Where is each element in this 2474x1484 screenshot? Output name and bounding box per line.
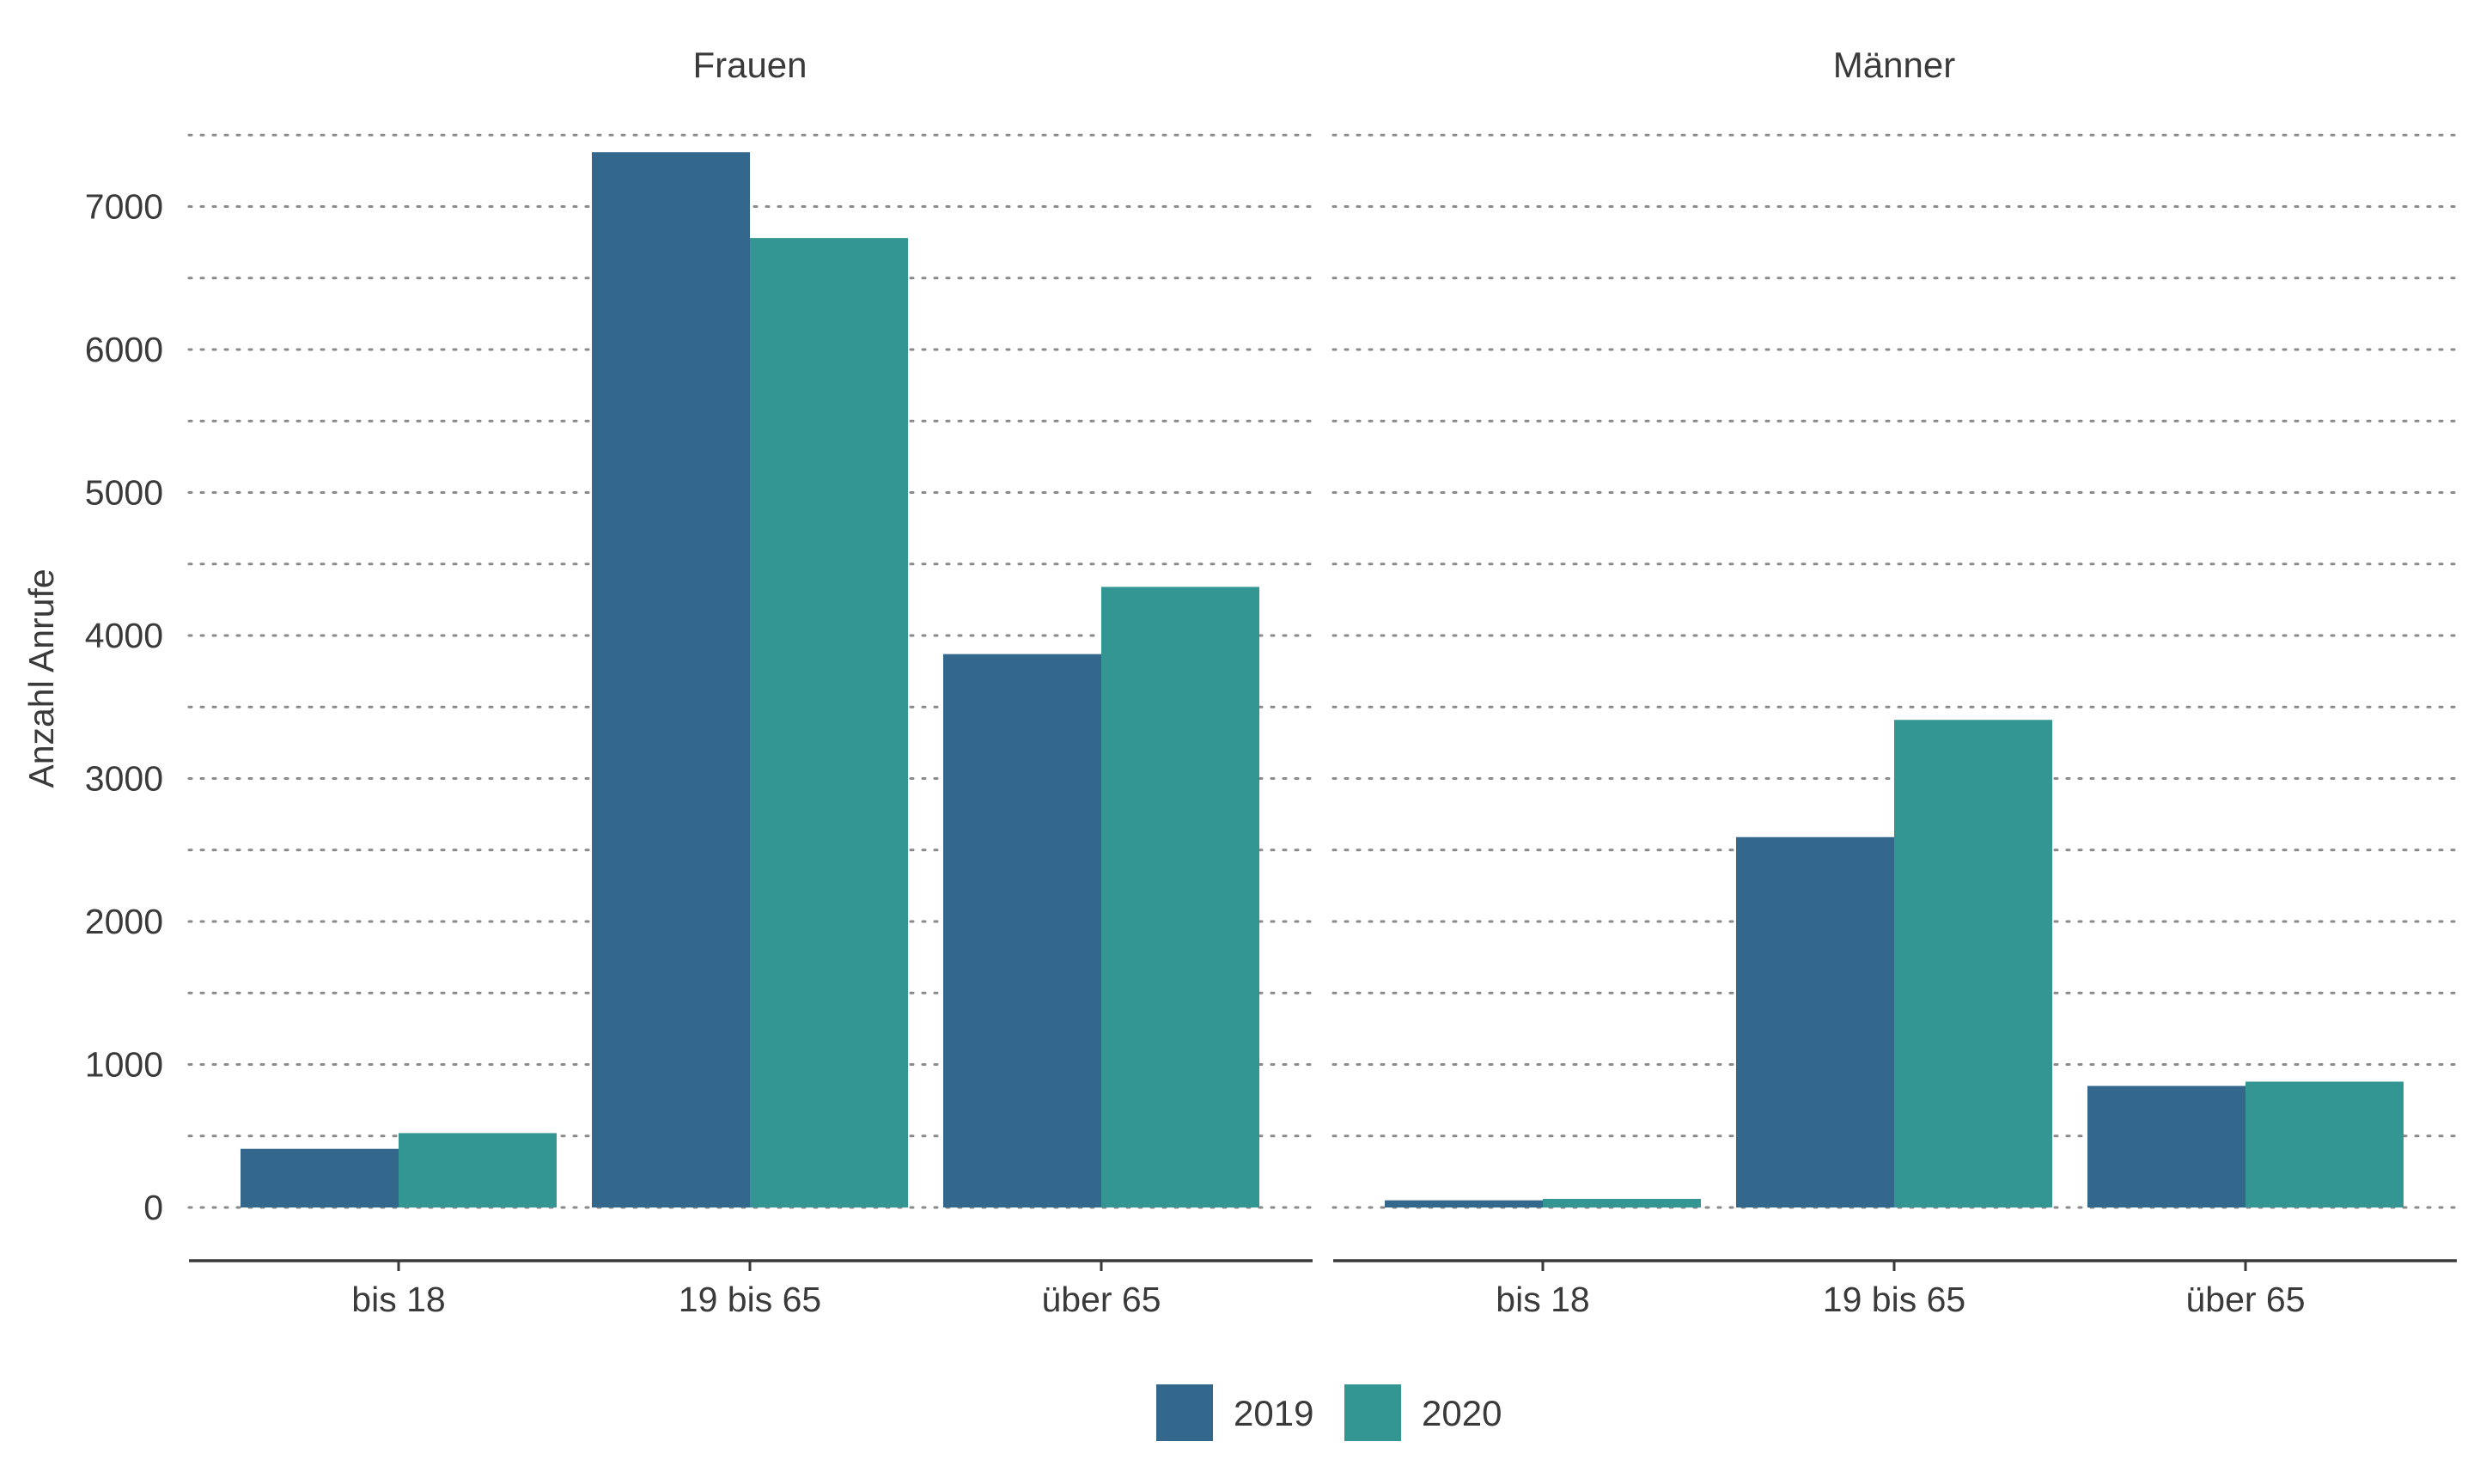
legend-swatch-2020 bbox=[1344, 1384, 1401, 1441]
y-tick-label: 4000 bbox=[85, 616, 163, 655]
y-tick-label: 0 bbox=[143, 1188, 163, 1227]
x-tick-label: 19 bis 65 bbox=[679, 1280, 821, 1319]
y-tick-label: 2000 bbox=[85, 902, 163, 941]
y-tick-label: 3000 bbox=[85, 759, 163, 799]
y-tick-label: 5000 bbox=[85, 473, 163, 513]
y-tick-label: 1000 bbox=[85, 1045, 163, 1085]
x-tick-label: 19 bis 65 bbox=[1823, 1280, 1965, 1319]
bar-Frauen-19 bis 65-2020 bbox=[750, 238, 908, 1207]
labels: Anzahl Anrufe 0 1000 2000 3000 4000 5000 6000 7… bbox=[21, 45, 2306, 1319]
bar-Männer-über 65-2020 bbox=[2245, 1081, 2404, 1207]
gridlines bbox=[187, 133, 2459, 1209]
x-tick-label: bis 18 bbox=[1496, 1280, 1589, 1319]
legend: 2019 2020 bbox=[1156, 1384, 1502, 1441]
y-axis-title: Anzahl Anrufe bbox=[21, 569, 61, 788]
axes bbox=[189, 1259, 2457, 1271]
bar-Männer-über 65-2019 bbox=[2087, 1086, 2245, 1207]
x-tick-label: bis 18 bbox=[351, 1280, 445, 1319]
bar-Männer-19 bis 65-2019 bbox=[1736, 836, 1894, 1207]
bar-Männer-19 bis 65-2020 bbox=[1894, 720, 2052, 1207]
bars bbox=[241, 152, 2404, 1208]
y-tick-label: 7000 bbox=[85, 187, 163, 227]
x-tick-label: über 65 bbox=[1041, 1280, 1161, 1319]
legend-label-2020: 2020 bbox=[1422, 1393, 1502, 1433]
bar-Frauen-19 bis 65-2019 bbox=[592, 152, 750, 1208]
legend-swatch-2019 bbox=[1156, 1384, 1213, 1441]
bar-Frauen-bis 18-2020 bbox=[399, 1133, 557, 1207]
bar-Männer-bis 18-2020 bbox=[1543, 1199, 1701, 1207]
bar-Frauen-bis 18-2019 bbox=[241, 1148, 399, 1207]
bar-Frauen-über 65-2019 bbox=[943, 654, 1101, 1207]
legend-label-2019: 2019 bbox=[1234, 1393, 1313, 1433]
y-tick-label: 6000 bbox=[85, 330, 163, 369]
panel-title-1: Frauen bbox=[692, 45, 807, 85]
panel-title-2: Männer bbox=[1833, 45, 1955, 85]
bar-Frauen-über 65-2020 bbox=[1101, 587, 1259, 1207]
x-tick-label: über 65 bbox=[2185, 1280, 2305, 1319]
bar-Männer-bis 18-2019 bbox=[1385, 1200, 1543, 1207]
